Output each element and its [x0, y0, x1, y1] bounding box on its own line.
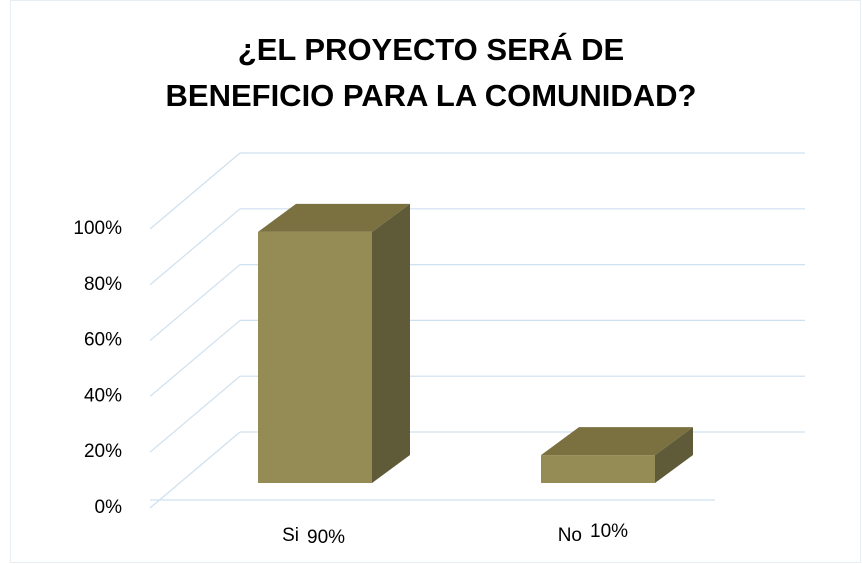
grid-line — [149, 375, 241, 453]
y-tick-label: 40% — [84, 385, 122, 406]
bar — [541, 427, 693, 483]
grid-line — [149, 208, 241, 286]
bar-side — [655, 427, 693, 483]
x-tick-label: Si — [282, 525, 299, 546]
bar-side — [372, 203, 410, 483]
chart-title: ¿EL PROYECTO SERÁ DE BENEFICIO PARA LA CO… — [166, 32, 697, 113]
y-tick-label: 100% — [73, 218, 122, 239]
y-tick-label: 60% — [84, 330, 122, 351]
grid-line — [149, 319, 241, 397]
chart-frame — [10, 0, 861, 563]
y-tick-label: 0% — [95, 497, 123, 518]
grid-line — [149, 152, 241, 230]
y-tick-label: 80% — [84, 274, 122, 295]
grid-line — [149, 264, 241, 342]
x-tick-label: No — [558, 525, 582, 546]
bar-front — [541, 455, 655, 483]
bar-top — [258, 203, 410, 232]
data-label: 10% — [590, 521, 628, 542]
bar — [258, 203, 410, 483]
data-label: 90% — [307, 527, 345, 548]
bar-top — [541, 427, 693, 456]
grid-line — [149, 431, 241, 509]
y-tick-label: 20% — [84, 441, 122, 462]
bar-front — [258, 231, 372, 483]
